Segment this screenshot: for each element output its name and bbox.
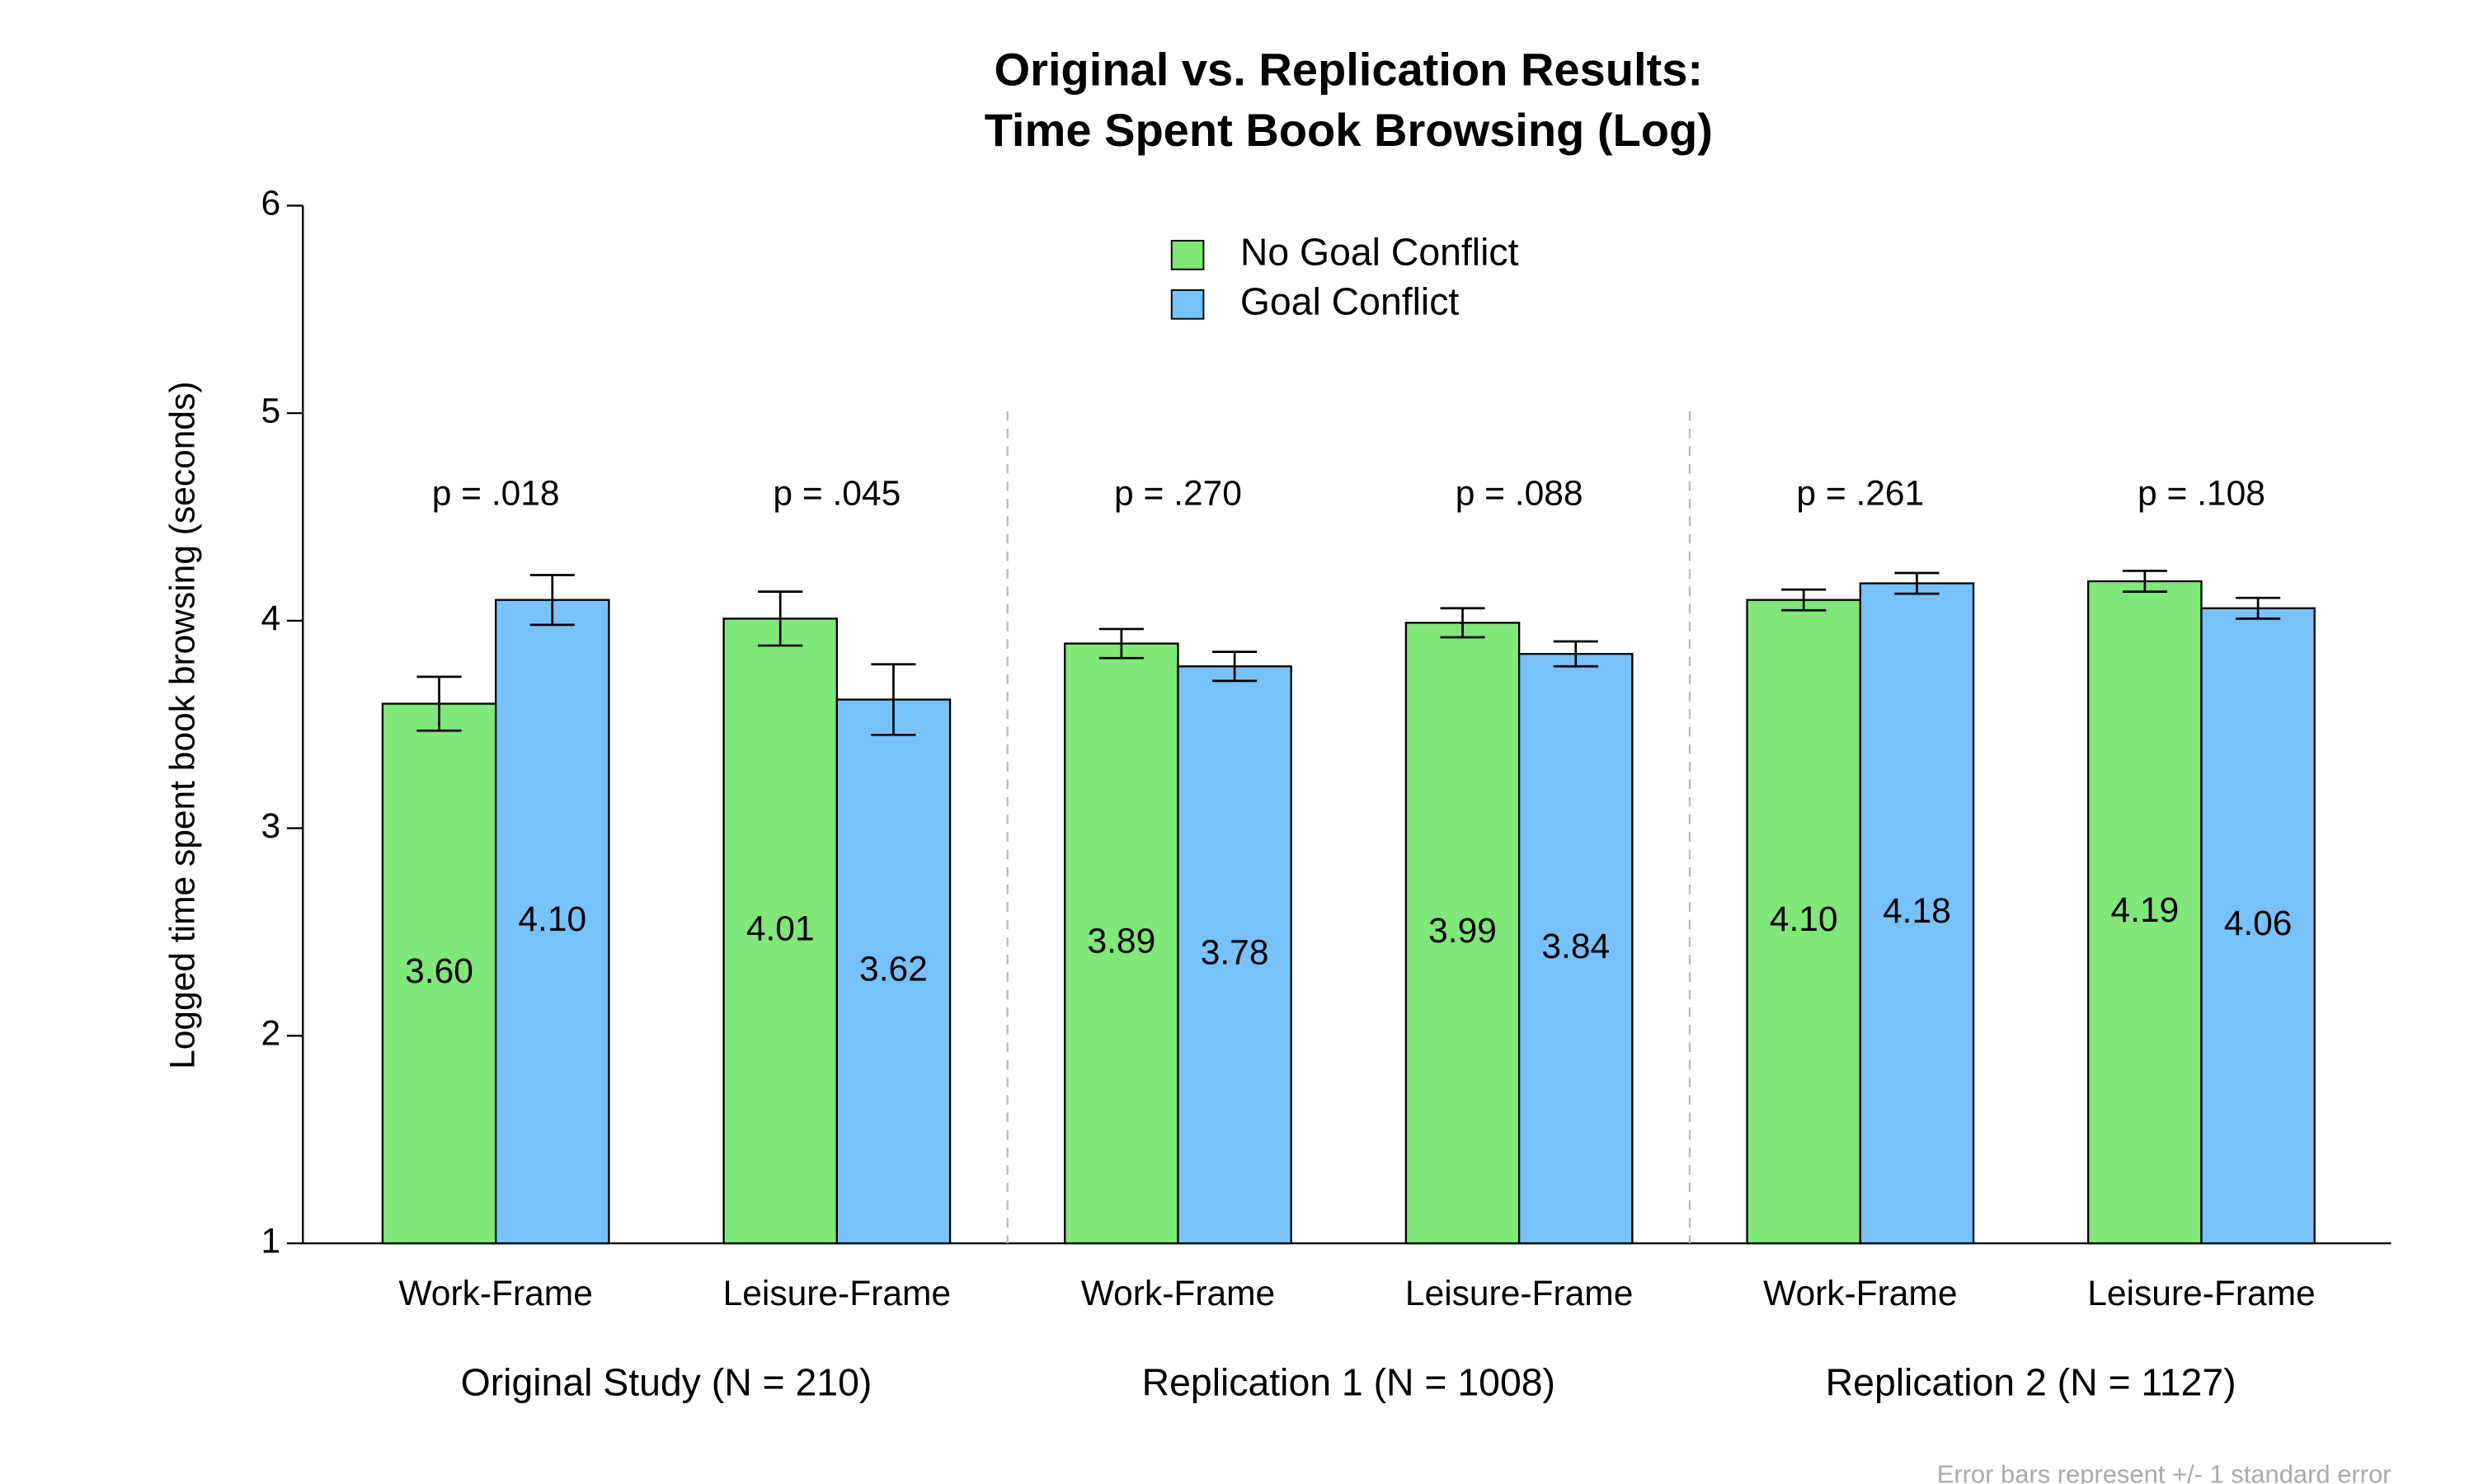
x-tick-label: Work-Frame: [1763, 1274, 1957, 1313]
x-tick-label: Leisure-Frame: [2087, 1274, 2315, 1313]
value-label: 4.18: [1883, 891, 1951, 931]
y-axis-label: Logged time spent book browsing (seconds…: [162, 382, 202, 1069]
error-bar: [1440, 607, 1485, 639]
value-label: 3.84: [1541, 927, 1610, 966]
error-bar: [1781, 588, 1827, 612]
error-bar: [1894, 571, 1940, 595]
y-tick-label: 2: [261, 1014, 281, 1054]
bar: [2087, 580, 2203, 1245]
error-bar: [1212, 650, 1258, 683]
bar: [835, 698, 952, 1245]
value-label: 3.78: [1201, 932, 1269, 972]
chart-title: Time Spent Book Browsing (Log): [985, 104, 1713, 156]
value-label: 3.99: [1428, 911, 1497, 951]
value-label: 3.60: [405, 951, 473, 991]
legend-label: Goal Conflict: [1240, 280, 1460, 323]
p-value: p = .018: [432, 474, 560, 514]
y-tick-label: 4: [261, 599, 281, 638]
group-label: Replication 2 (N = 1127): [1826, 1360, 2236, 1403]
group-label: Original Study (N = 210): [461, 1360, 872, 1403]
legend-swatch: [1170, 289, 1205, 320]
error-bar: [871, 663, 916, 736]
value-label: 3.89: [1087, 922, 1155, 961]
value-label: 4.10: [1770, 899, 1838, 939]
error-bar: [416, 675, 462, 732]
p-value: p = .270: [1114, 474, 1242, 514]
y-tick-label: 6: [261, 184, 281, 223]
error-bar: [529, 574, 575, 627]
value-label: 4.01: [746, 909, 815, 948]
bar: [1859, 582, 1975, 1245]
error-bar: [1553, 640, 1598, 668]
p-value: p = .088: [1456, 474, 1583, 514]
bar: [722, 618, 838, 1245]
error-bar: [2122, 570, 2167, 593]
value-label: 4.19: [2110, 890, 2179, 930]
x-tick-label: Leisure-Frame: [1405, 1274, 1633, 1313]
x-tick-label: Leisure-Frame: [723, 1274, 951, 1313]
y-tick-label: 3: [261, 806, 281, 846]
footnote: Error bars represent +/- 1 standard erro…: [1937, 1460, 2392, 1484]
bar: [2200, 607, 2316, 1245]
y-tick-label: 1: [261, 1221, 281, 1261]
x-tick-label: Work-Frame: [1081, 1274, 1275, 1313]
chart-title: Original vs. Replication Results:: [995, 44, 1704, 96]
error-bar: [758, 590, 803, 647]
bar: [1177, 665, 1292, 1245]
y-tick-label: 5: [261, 391, 281, 430]
bar: [1517, 652, 1634, 1245]
value-label: 3.62: [859, 950, 928, 989]
p-value: p = .045: [773, 474, 901, 514]
error-bar: [2236, 596, 2281, 620]
bar: [495, 599, 610, 1245]
bar: [1064, 642, 1179, 1245]
p-value: p = .261: [1796, 474, 1924, 514]
x-tick-label: Work-Frame: [398, 1274, 592, 1313]
value-label: 4.06: [2224, 904, 2293, 943]
legend-label: No Goal Conflict: [1240, 231, 1519, 274]
group-label: Replication 1 (N = 1008): [1142, 1360, 1555, 1403]
error-bar: [1098, 627, 1144, 660]
legend-swatch: [1170, 239, 1205, 270]
p-value: p = .108: [2138, 474, 2265, 514]
value-label: 4.10: [518, 899, 586, 939]
